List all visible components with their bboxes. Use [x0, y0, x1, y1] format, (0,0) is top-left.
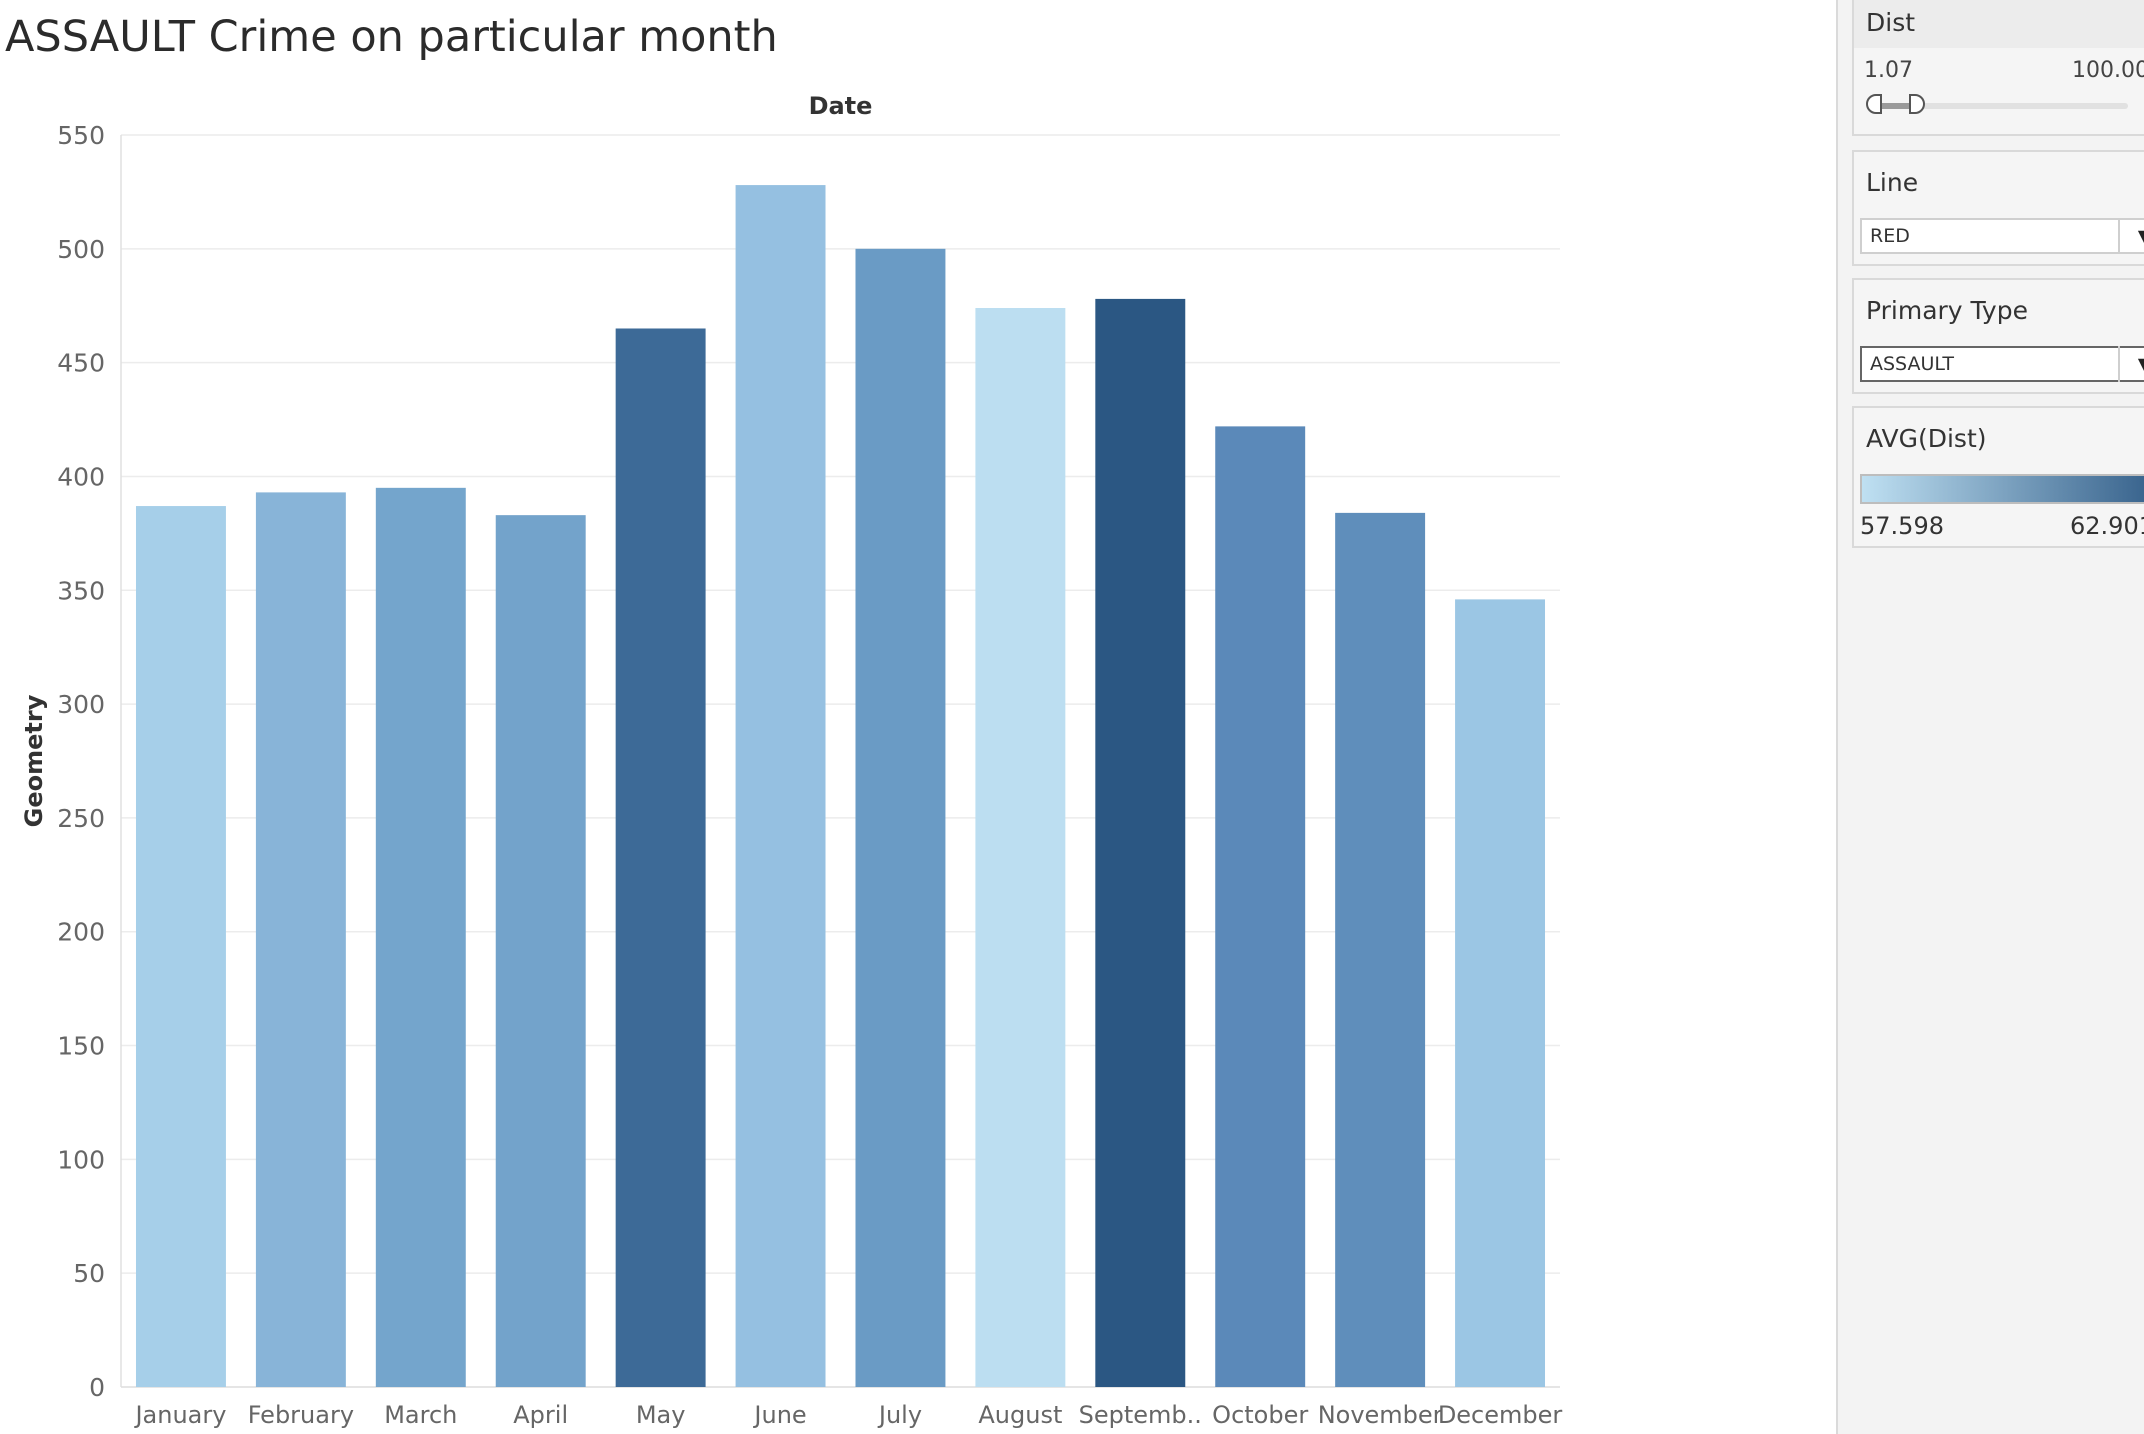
y-tick-label: 300: [57, 690, 105, 719]
line-filter-title: Line: [1866, 168, 1919, 197]
y-tick-label: 0: [89, 1373, 105, 1402]
primary-type-filter-card: Primary Type ASSAULT ▼: [1852, 278, 2144, 394]
bar: [255, 492, 346, 1387]
legend-max-value: 62.901: [2070, 512, 2144, 540]
y-tick-label: 500: [57, 235, 105, 264]
bar: [1335, 512, 1426, 1387]
dist-filter-title: Dist: [1854, 0, 2144, 48]
bar: [1215, 426, 1306, 1388]
line-dropdown-value: RED: [1870, 225, 1910, 247]
bar-chart: 0 50 100 150 200 250 300 350 400 450 500 550 January…: [20, 92, 1563, 1429]
y-tick-label: 400: [57, 462, 105, 491]
line-dropdown[interactable]: RED ▼: [1860, 218, 2144, 254]
bar: [135, 506, 226, 1388]
primary-type-dropdown[interactable]: ASSAULT ▼: [1860, 346, 2144, 382]
x-tick-label: October: [1212, 1401, 1308, 1429]
y-tick-label: 200: [57, 918, 105, 947]
x-tick-label: Septemb..: [1079, 1401, 1202, 1429]
y-tick-label: 50: [73, 1259, 105, 1288]
dist-filter-card: Dist 1.07 100.00: [1852, 0, 2144, 136]
primary-type-dropdown-value: ASSAULT: [1870, 353, 1954, 375]
color-legend-card: AVG(Dist) 57.598 62.901: [1852, 406, 2144, 548]
primary-type-filter-title: Primary Type: [1866, 296, 2028, 325]
dist-slider-fill: [1868, 103, 1918, 109]
y-tick-label: 100: [57, 1145, 105, 1174]
color-legend-ramp: [1860, 474, 2144, 504]
chart-title: ASSAULT Crime on particular month: [5, 12, 778, 62]
bar: [1455, 599, 1546, 1387]
chevron-down-icon[interactable]: ▼: [2118, 218, 2144, 254]
x-tick-label: April: [513, 1401, 568, 1429]
x-tick-label: February: [248, 1401, 354, 1429]
x-tick-label: March: [384, 1401, 457, 1429]
y-tick-label: 550: [57, 121, 105, 150]
y-tick-label: 250: [57, 804, 105, 833]
x-tick-label: June: [752, 1401, 806, 1429]
bar: [855, 248, 946, 1388]
dist-slider-max-handle[interactable]: [1909, 94, 1926, 114]
dist-max-value: 100.00: [2072, 58, 2144, 83]
y-tick-label: 350: [57, 576, 105, 605]
line-filter-card: Line RED ▼: [1852, 150, 2144, 266]
x-tick-label: November: [1318, 1401, 1443, 1429]
x-tick-label: August: [978, 1401, 1062, 1429]
bar: [735, 185, 826, 1388]
bar: [975, 308, 1066, 1387]
x-tick-label: May: [636, 1401, 686, 1429]
bar: [495, 515, 586, 1387]
bar: [615, 328, 706, 1387]
bar: [1095, 298, 1186, 1387]
legend-min-value: 57.598: [1860, 512, 1944, 540]
filter-sidebar: Dist 1.07 100.00 Line RED ▼ Primary Type…: [1836, 0, 2144, 1434]
x-tick-label: December: [1438, 1401, 1563, 1429]
dist-slider-track[interactable]: [1866, 94, 2128, 114]
color-legend-title: AVG(Dist): [1866, 424, 1987, 453]
x-tick-label: January: [133, 1401, 226, 1429]
dist-slider-min-handle[interactable]: [1866, 94, 1882, 114]
chevron-down-icon[interactable]: ▼: [2118, 346, 2144, 382]
dist-min-value: 1.07: [1864, 58, 1913, 83]
x-axis-title: Date: [809, 92, 873, 120]
x-tick-label: July: [877, 1401, 922, 1429]
y-tick-label: 150: [57, 1032, 105, 1061]
y-tick-label: 450: [57, 349, 105, 378]
y-axis-title: Geometry: [20, 694, 48, 827]
bar: [375, 487, 466, 1387]
